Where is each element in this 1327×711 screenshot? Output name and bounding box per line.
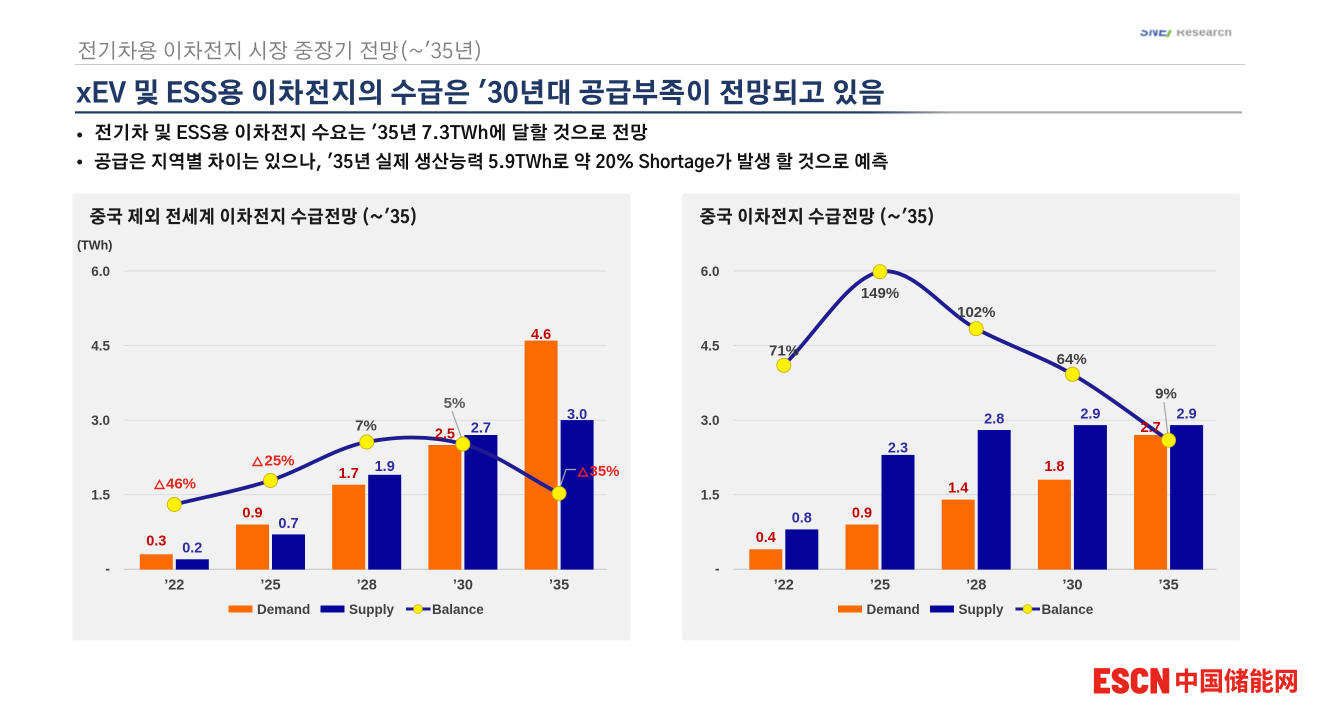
svg-text:Balance: Balance <box>1042 602 1094 617</box>
svg-text:’28: ’28 <box>357 578 377 594</box>
svg-text:102%: 102% <box>957 304 995 321</box>
svg-text:1.5: 1.5 <box>91 487 110 502</box>
svg-text:6.0: 6.0 <box>701 264 720 279</box>
svg-text:9%: 9% <box>1155 386 1177 403</box>
svg-text:0.3: 0.3 <box>146 534 166 550</box>
svg-text:3.0: 3.0 <box>701 413 720 428</box>
svg-text:1.4: 1.4 <box>948 481 968 497</box>
svg-text:0.9: 0.9 <box>242 506 262 522</box>
svg-text:-: - <box>106 561 111 576</box>
svg-text:7%: 7% <box>355 418 377 435</box>
svg-text:0.8: 0.8 <box>792 510 812 526</box>
svg-text:5%: 5% <box>444 395 466 412</box>
svg-text:’25: ’25 <box>260 578 280 594</box>
svg-text:’22: ’22 <box>164 578 184 594</box>
svg-text:Supply: Supply <box>349 602 394 617</box>
svg-text:2.7: 2.7 <box>471 421 491 437</box>
svg-text:Demand: Demand <box>257 602 310 617</box>
svg-text:4.5: 4.5 <box>91 338 110 353</box>
svg-text:4.6: 4.6 <box>531 327 551 343</box>
svg-text:1.9: 1.9 <box>375 459 395 475</box>
svg-text:Demand: Demand <box>867 602 920 617</box>
svg-text:’30: ’30 <box>1062 578 1082 594</box>
svg-text:’35: ’35 <box>549 578 569 594</box>
svg-text:2.9: 2.9 <box>1080 407 1100 423</box>
svg-text:’30: ’30 <box>453 578 473 594</box>
svg-text:2.7: 2.7 <box>1141 420 1161 436</box>
svg-text:1.8: 1.8 <box>1044 459 1064 475</box>
svg-text:71%: 71% <box>769 343 799 360</box>
svg-text:46%: 46% <box>166 476 196 493</box>
svg-text:0.4: 0.4 <box>756 530 776 546</box>
svg-text:-: - <box>715 561 720 576</box>
svg-text:64%: 64% <box>1057 351 1087 368</box>
svg-text:2.3: 2.3 <box>888 441 908 457</box>
svg-text:149%: 149% <box>861 285 899 302</box>
svg-text:0.2: 0.2 <box>182 540 202 556</box>
svg-text:3.0: 3.0 <box>91 413 110 428</box>
svg-text:Balance: Balance <box>432 602 484 617</box>
svg-text:0.7: 0.7 <box>278 516 298 532</box>
svg-text:(TWh): (TWh) <box>77 239 112 253</box>
svg-text:2.9: 2.9 <box>1177 407 1197 423</box>
svg-text:’35: ’35 <box>1159 578 1179 594</box>
svg-text:2.8: 2.8 <box>984 412 1004 428</box>
svg-text:4.5: 4.5 <box>701 338 720 353</box>
svg-text:3.0: 3.0 <box>567 407 587 423</box>
svg-text:Supply: Supply <box>959 602 1004 617</box>
svg-text:6.0: 6.0 <box>91 264 110 279</box>
svg-text:25%: 25% <box>265 453 295 470</box>
svg-text:1.5: 1.5 <box>701 487 720 502</box>
svg-text:’25: ’25 <box>870 578 890 594</box>
svg-text:2.5: 2.5 <box>435 426 455 442</box>
svg-text:’22: ’22 <box>774 578 794 594</box>
svg-text:1.7: 1.7 <box>339 466 359 482</box>
svg-text:35%: 35% <box>590 463 620 480</box>
svg-text:0.9: 0.9 <box>852 506 872 522</box>
svg-text:’28: ’28 <box>966 578 986 594</box>
